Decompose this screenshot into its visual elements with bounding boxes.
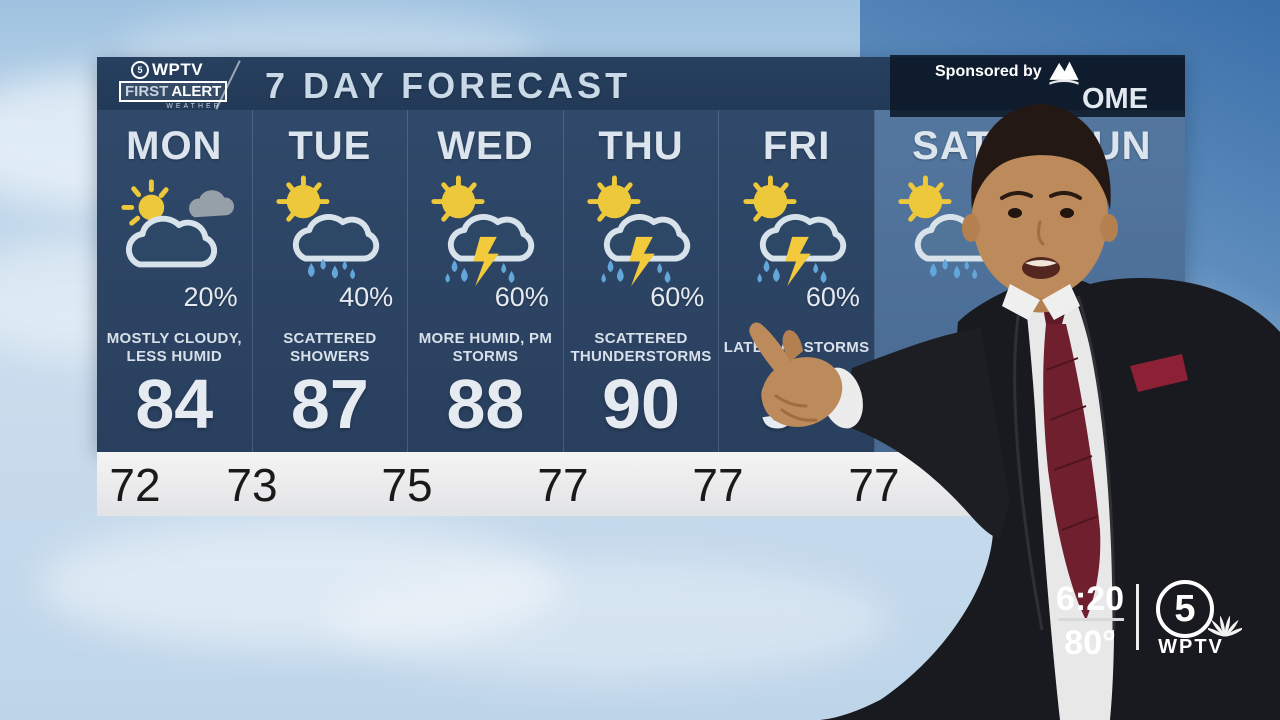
condition-line1: SCATTERED <box>594 330 688 347</box>
day-label: THU <box>598 124 684 168</box>
high-temp: 90 <box>602 365 680 443</box>
bug-time: 6:20 <box>1055 580 1125 618</box>
low-temp: 72 <box>109 459 161 511</box>
day-column-mon: MON 20% MOSTLY CLOUDY, LESS HUMID 84 <box>97 110 253 452</box>
page-title: 7 DAY FORECAST <box>265 65 632 106</box>
sun-cloud-storms-icon <box>577 174 705 292</box>
presenter-collar-right <box>1042 284 1080 320</box>
channel-bug: 6:20 80° 5 WPTV <box>1048 578 1274 668</box>
first-alert-first-text: FIRST <box>125 83 169 100</box>
condition-line2: SHOWERS <box>290 348 370 365</box>
first-alert-alert-text: ALERT <box>171 83 222 100</box>
presenter-eyebrow-left <box>1000 191 1033 200</box>
presenter-collar-left <box>1002 284 1040 320</box>
condition-line2: STORMS <box>452 348 519 365</box>
station-logo-wptv-text: WPTV <box>152 60 204 79</box>
day-column-tue: TUE 40% SCATTERED SHOWERS 87 <box>252 110 409 452</box>
sun-cloud-showers-icon <box>266 174 394 292</box>
presenter-pocket-square <box>1130 354 1188 392</box>
condition-description: SCATTERED SHOWERS <box>256 326 405 370</box>
condition-line1: SCATTERED <box>283 330 377 347</box>
day-label: MON <box>126 124 223 168</box>
mostly-cloudy-icon <box>110 174 238 292</box>
condition-line1: MORE HUMID, PM <box>418 330 553 347</box>
high-temp: 84 <box>135 365 214 443</box>
condition-line2: LESS HUMID <box>126 348 223 365</box>
high-temp: 88 <box>446 365 525 443</box>
precip-chance: 60% <box>805 282 860 312</box>
condition-line1: MOSTLY CLOUDY, <box>106 330 242 347</box>
presenter-hand-finger <box>749 322 791 375</box>
presenter-lapel-right <box>1076 295 1116 631</box>
condition-line2: THUNDERSTORMS <box>570 348 712 365</box>
sponsored-by-label: Sponsored by <box>935 63 1042 80</box>
day-label: WED <box>437 124 534 168</box>
presenter-eyebrow-right <box>1049 191 1082 200</box>
low-temp: 77 <box>848 459 900 511</box>
presenter-eye-right <box>1060 208 1074 218</box>
station-logo-top-row: 5 WPTV <box>131 60 269 80</box>
high-temp: 87 <box>290 365 369 443</box>
sponsor-name-partial: OME <box>1082 83 1149 115</box>
presenter-face <box>972 134 1108 298</box>
precip-chance: 60% <box>650 282 705 312</box>
presenter-eye-left <box>1008 208 1022 218</box>
presenter-hand-fingers-curl <box>774 394 818 422</box>
precip-chance: 20% <box>183 282 238 312</box>
day-label: FRI <box>762 124 831 168</box>
channel-5-mini-icon: 5 <box>131 61 149 79</box>
nbc-peacock-icon <box>1205 606 1245 647</box>
sponsor-logo-icon <box>1047 57 1081 92</box>
presenter-ear-right <box>1100 214 1118 242</box>
low-temp: 77 <box>537 459 589 511</box>
day-column-wed: WED 60% MORE HUMID, PM STORMS 88 <box>408 110 564 452</box>
presenter-ear-left <box>962 214 980 242</box>
bug-vertical-divider <box>1136 584 1139 650</box>
bug-station-name: WPTV <box>1158 636 1224 658</box>
day-label: TUE <box>288 124 372 168</box>
sun-cloud-storms-icon <box>421 174 549 292</box>
cloud-blob <box>40 520 560 650</box>
low-temp: 77 <box>692 459 744 511</box>
weather-presenter <box>749 104 1280 720</box>
presenter-hand-thumb <box>782 330 803 362</box>
precip-chance: 60% <box>494 282 549 312</box>
presenter-teeth <box>1025 260 1057 267</box>
day-column-thu: THU 60% SCATTERED THUNDERSTORMS 90 <box>563 110 720 452</box>
condition-description: SCATTERED THUNDERSTORMS <box>567 326 716 370</box>
condition-description: MOSTLY CLOUDY, LESS HUMID <box>100 326 249 370</box>
first-alert-weather-text: WEATHER <box>166 103 222 110</box>
low-temp: 75 <box>381 459 433 511</box>
station-logo: 5 WPTV FIRST ALERT WEATHER <box>119 60 269 110</box>
condition-description: MORE HUMID, PM STORMS <box>411 326 560 370</box>
channel-5-logo: 5 <box>1156 580 1214 638</box>
presenter-arm-sleeve <box>842 328 1010 538</box>
presenter-tie-stripes <box>1045 357 1099 531</box>
precip-chance: 40% <box>339 282 394 312</box>
presenter-lapel-left <box>1013 293 1044 631</box>
bug-divider-line <box>1058 618 1124 621</box>
low-temp: 73 <box>226 459 278 511</box>
cloud-blob <box>330 560 890 680</box>
bug-temperature: 80° <box>1064 624 1116 662</box>
first-alert-box: FIRST ALERT <box>119 81 228 102</box>
presenter-nose <box>1037 220 1045 246</box>
presenter-tie <box>1043 324 1101 620</box>
presenter-hair <box>971 104 1111 210</box>
